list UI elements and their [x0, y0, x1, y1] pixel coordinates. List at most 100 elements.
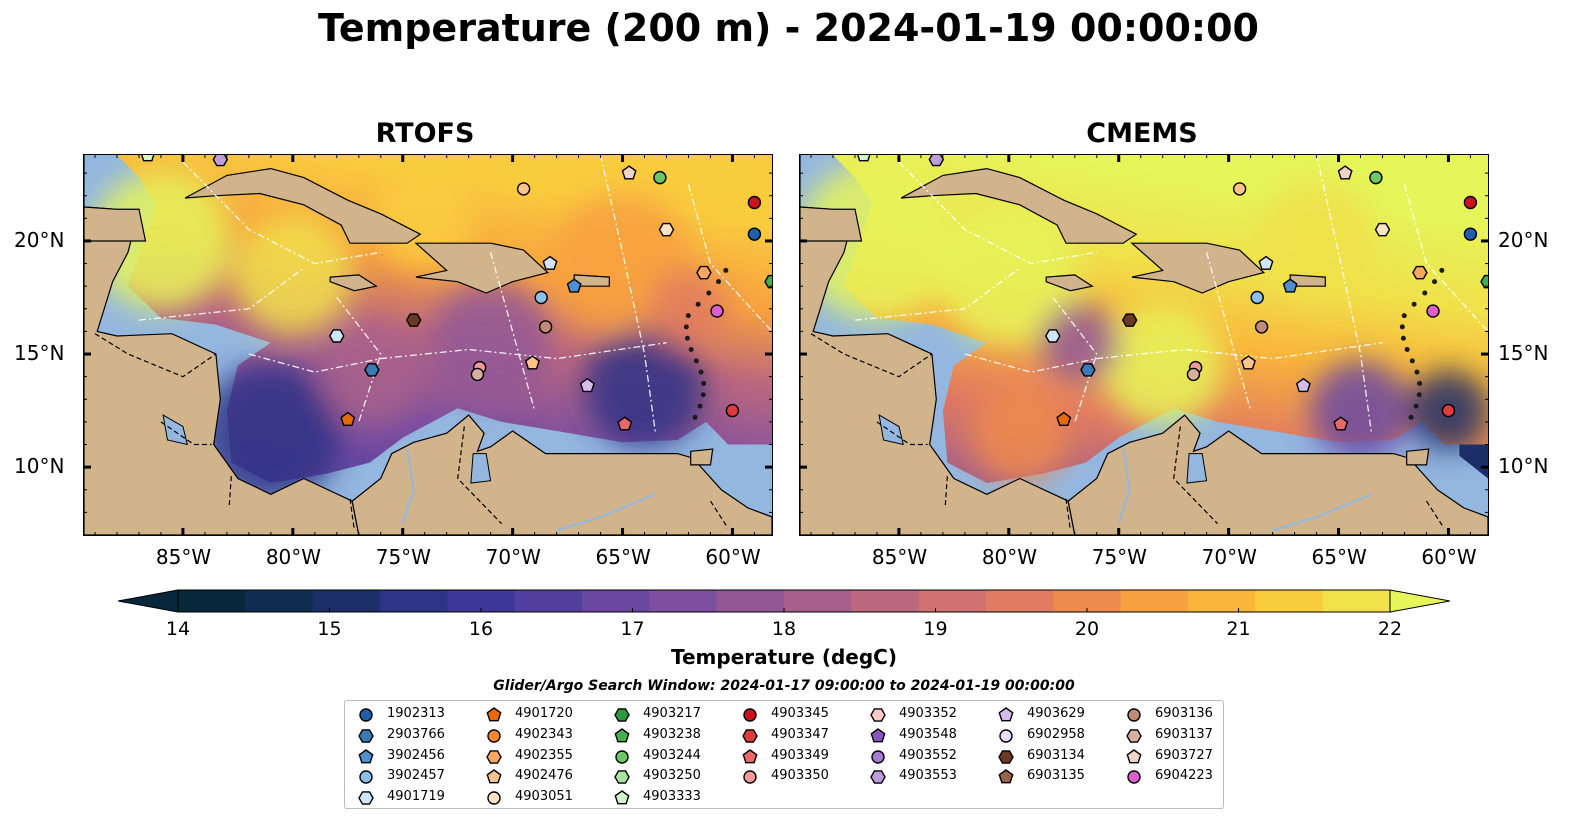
land-trinidad — [690, 448, 714, 466]
x-tick-label: 75°W — [1091, 545, 1147, 569]
float-marker-1 — [928, 155, 945, 167]
legend-label: 6903727 — [1155, 747, 1213, 763]
legend-label: 3902457 — [387, 768, 445, 784]
legend-label: 4903629 — [1027, 706, 1085, 721]
legend: 1902313 2903766 3902456 3902457 4901719 49017… — [344, 700, 1224, 809]
float-marker-16 — [328, 329, 345, 343]
colorbar-segment — [178, 590, 246, 612]
colorbar-segment — [851, 590, 920, 612]
legend-marker-icon — [358, 748, 374, 763]
y-tick-label-right: 10°N — [1498, 454, 1549, 479]
legend-marker — [358, 791, 374, 805]
legend-marker-icon — [742, 748, 758, 763]
legend-label: 4901719 — [387, 789, 445, 805]
float-marker-9 — [1412, 265, 1428, 280]
legend-marker — [486, 707, 502, 722]
float-marker-14 — [1121, 313, 1138, 327]
legend-marker-icon — [742, 728, 758, 743]
colorbar-label: Temperature (degC) — [671, 645, 897, 669]
colorbar-tick-label: 18 — [771, 618, 797, 640]
legend-marker — [486, 749, 502, 764]
land-hispaniola — [1130, 242, 1266, 294]
legend-marker — [358, 728, 374, 743]
x-tick-label: 65°W — [595, 545, 651, 569]
legend-marker — [614, 770, 630, 785]
legend-marker — [998, 769, 1014, 784]
float-marker-22 — [1056, 411, 1072, 426]
legend-marker — [743, 770, 757, 785]
legend-marker-icon — [1127, 708, 1141, 722]
legend-marker-icon — [870, 770, 886, 785]
legend-marker-icon — [614, 708, 630, 722]
legend-marker — [614, 727, 630, 743]
map-panel-rtofs — [83, 154, 773, 536]
x-tick-label: 85°W — [155, 545, 212, 569]
legend-label: 6903134 — [1027, 747, 1085, 763]
legend-label: 4902476 — [515, 768, 573, 784]
float-marker-21 — [1295, 377, 1311, 393]
legend-label: 4903345 — [771, 706, 829, 721]
float-marker-20 — [364, 363, 380, 377]
legend-marker — [871, 749, 885, 764]
legend-marker-icon — [999, 729, 1013, 743]
float-marker-24 — [725, 403, 740, 418]
colorbar-segment — [649, 590, 718, 612]
legend-label: 4901720 — [515, 706, 573, 721]
legend-marker — [615, 749, 629, 764]
legend-label: 4903349 — [771, 747, 829, 763]
land-yucatan — [84, 206, 147, 242]
float-marker-8 — [542, 255, 558, 270]
float-marker-2 — [516, 182, 531, 196]
legend-marker — [1127, 770, 1141, 785]
legend-marker-icon — [998, 749, 1014, 764]
float-marker-11 — [1282, 278, 1298, 293]
float-marker-5 — [1463, 195, 1478, 210]
figure-title: Temperature (200 m) - 2024-01-19 00:00:0… — [317, 6, 1259, 50]
float-marker-1 — [212, 155, 229, 167]
legend-marker-icon — [615, 749, 629, 764]
legend-marker-icon — [358, 728, 374, 743]
colorbar-tick-label: 15 — [317, 618, 342, 640]
x-tick-label: 75°W — [375, 545, 431, 569]
legend-marker-icon — [1126, 728, 1142, 743]
colorbar-segment — [1188, 590, 1256, 612]
legend-marker-icon — [871, 749, 885, 764]
colorbar-segment — [716, 590, 785, 612]
float-marker-23 — [617, 416, 633, 431]
legend-label: 1902313 — [387, 706, 445, 721]
colorbar-segment — [380, 590, 448, 612]
float-marker-16 — [1044, 329, 1061, 343]
legend-marker-icon — [486, 769, 502, 784]
float-marker-20 — [1080, 363, 1096, 377]
legend-marker-icon — [486, 749, 502, 764]
colorbar-extend-low — [117, 589, 179, 613]
y-tick-label-left: 15°N — [14, 341, 65, 366]
x-tick-label: 60°W — [705, 545, 761, 569]
legend-marker — [870, 708, 886, 722]
float-marker-5 — [747, 195, 762, 210]
float-marker-7 — [1463, 227, 1478, 241]
colorbar-tick-label: 22 — [1377, 618, 1403, 640]
float-marker-10 — [1480, 274, 1488, 289]
legend-marker-icon — [486, 707, 502, 722]
x-tick-label: 65°W — [1311, 545, 1367, 569]
float-marker-17 — [524, 355, 540, 370]
legend-label: 3902456 — [387, 747, 445, 763]
float-marker-2 — [1232, 182, 1247, 196]
colorbar-tick-label: 16 — [468, 618, 494, 640]
legend-marker-icon — [870, 727, 886, 743]
legend-label: 4903352 — [899, 706, 957, 721]
legend-marker-icon — [359, 770, 373, 785]
x-tick-label: 70°W — [485, 545, 541, 569]
float-marker-6 — [658, 222, 675, 237]
legend-marker — [1126, 748, 1142, 763]
land-yucatan — [800, 206, 863, 242]
float-marker-13 — [1426, 304, 1440, 318]
legend-marker — [1126, 728, 1142, 743]
float-marker-6 — [1374, 222, 1391, 237]
y-tick-label-left: 20°N — [14, 227, 65, 252]
legend-marker-icon — [614, 727, 630, 743]
legend-marker — [614, 790, 630, 805]
legend-marker — [870, 770, 886, 785]
colorbar-segment — [986, 590, 1054, 612]
